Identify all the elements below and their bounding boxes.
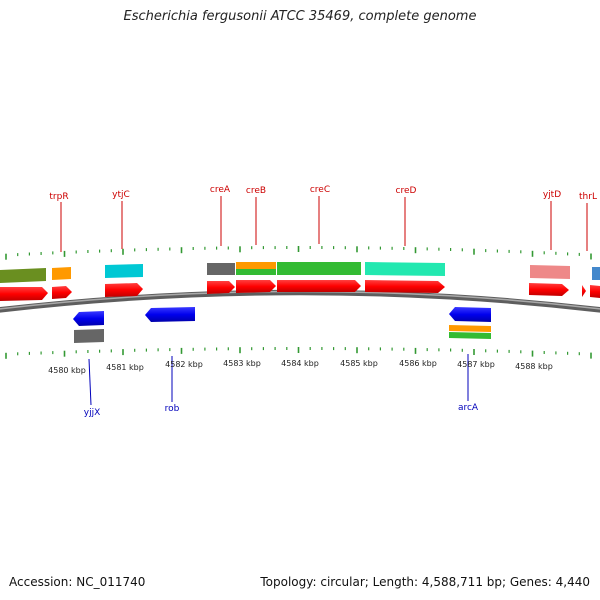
cds-arrow[interactable] [277, 280, 361, 292]
accession-text: Accession: NC_011740 [9, 575, 146, 589]
gene-label-arcA[interactable]: arcA [458, 403, 479, 413]
cds-arrow[interactable] [207, 281, 235, 294]
genome-backbone [0, 289, 600, 313]
kbp-label: 4585 kbp [340, 359, 378, 368]
green-gene-block[interactable] [236, 269, 276, 275]
forward-strand-features [0, 262, 600, 283]
gray-gene-block[interactable] [207, 263, 235, 275]
cds-arrow[interactable] [365, 280, 445, 293]
label-leader [88, 358, 92, 406]
top-tick-scale [5, 246, 592, 260]
cds-arrow[interactable] [0, 287, 48, 301]
cyan-gene-block[interactable] [105, 264, 143, 278]
gene-label-yjtD[interactable]: yjtD [543, 190, 561, 200]
green-gene-block[interactable] [449, 332, 491, 339]
genome-title: Escherichia fergusonii ATCC 35469, compl… [123, 9, 477, 24]
gray-gene-block[interactable] [74, 329, 104, 343]
cds-arrow[interactable] [236, 280, 276, 293]
forward-strand-cds [0, 280, 600, 301]
gene-label-yjjX[interactable]: yjjX [84, 408, 101, 418]
gene-label-creD[interactable]: creD [396, 186, 417, 196]
green-gene-block[interactable] [277, 262, 361, 275]
kbp-label: 4582 kbp [165, 360, 203, 369]
cds-arrow[interactable] [52, 286, 72, 299]
orange-gene-block[interactable] [52, 267, 71, 280]
pink-gene-block[interactable] [530, 265, 570, 279]
gene-label-creA[interactable]: creA [210, 185, 231, 195]
bottom-gene-labels: yjjX rob arcA [84, 354, 479, 418]
blue-gene-arrow[interactable] [73, 311, 104, 326]
kbp-label: 4580 kbp [48, 366, 86, 375]
kbp-label: 4586 kbp [399, 359, 437, 368]
blue-gene-block[interactable] [592, 267, 600, 280]
kbp-scale-labels: 4580 kbp 4581 kbp 4582 kbp 4583 kbp 4584… [48, 359, 553, 375]
gene-label-rob[interactable]: rob [165, 404, 180, 414]
top-gene-labels: trpR ytjC creA creB creC creD yjtD thrL [49, 185, 597, 252]
gene-label-trpR[interactable]: trpR [49, 192, 68, 202]
kbp-label: 4588 kbp [515, 362, 553, 371]
olive-gene-block[interactable] [0, 268, 46, 283]
blue-gene-arrow[interactable] [449, 307, 491, 322]
cds-arrow[interactable] [590, 285, 600, 298]
orange-gene-block[interactable] [449, 325, 491, 332]
kbp-label: 4581 kbp [106, 363, 144, 372]
kbp-label: 4584 kbp [281, 359, 319, 368]
bottom-tick-scale [5, 347, 592, 359]
gene-label-creB[interactable]: creB [246, 186, 266, 196]
genome-summary-text: Topology: circular; Length: 4,588,711 bp… [260, 575, 590, 589]
reverse-strand-features [73, 307, 491, 343]
teal-gene-block[interactable] [365, 262, 445, 276]
kbp-label: 4583 kbp [223, 359, 261, 368]
cds-arrow[interactable] [105, 283, 143, 297]
orange-gene-block[interactable] [236, 262, 276, 269]
cds-arrow[interactable] [529, 283, 569, 296]
kbp-label: 4587 kbp [457, 360, 495, 369]
cds-arrow[interactable] [582, 285, 586, 297]
gene-label-ytjC[interactable]: ytjC [112, 190, 130, 200]
gene-label-creC[interactable]: creC [310, 185, 330, 195]
blue-gene-arrow[interactable] [145, 307, 195, 322]
gene-label-thrL[interactable]: thrL [579, 192, 597, 202]
